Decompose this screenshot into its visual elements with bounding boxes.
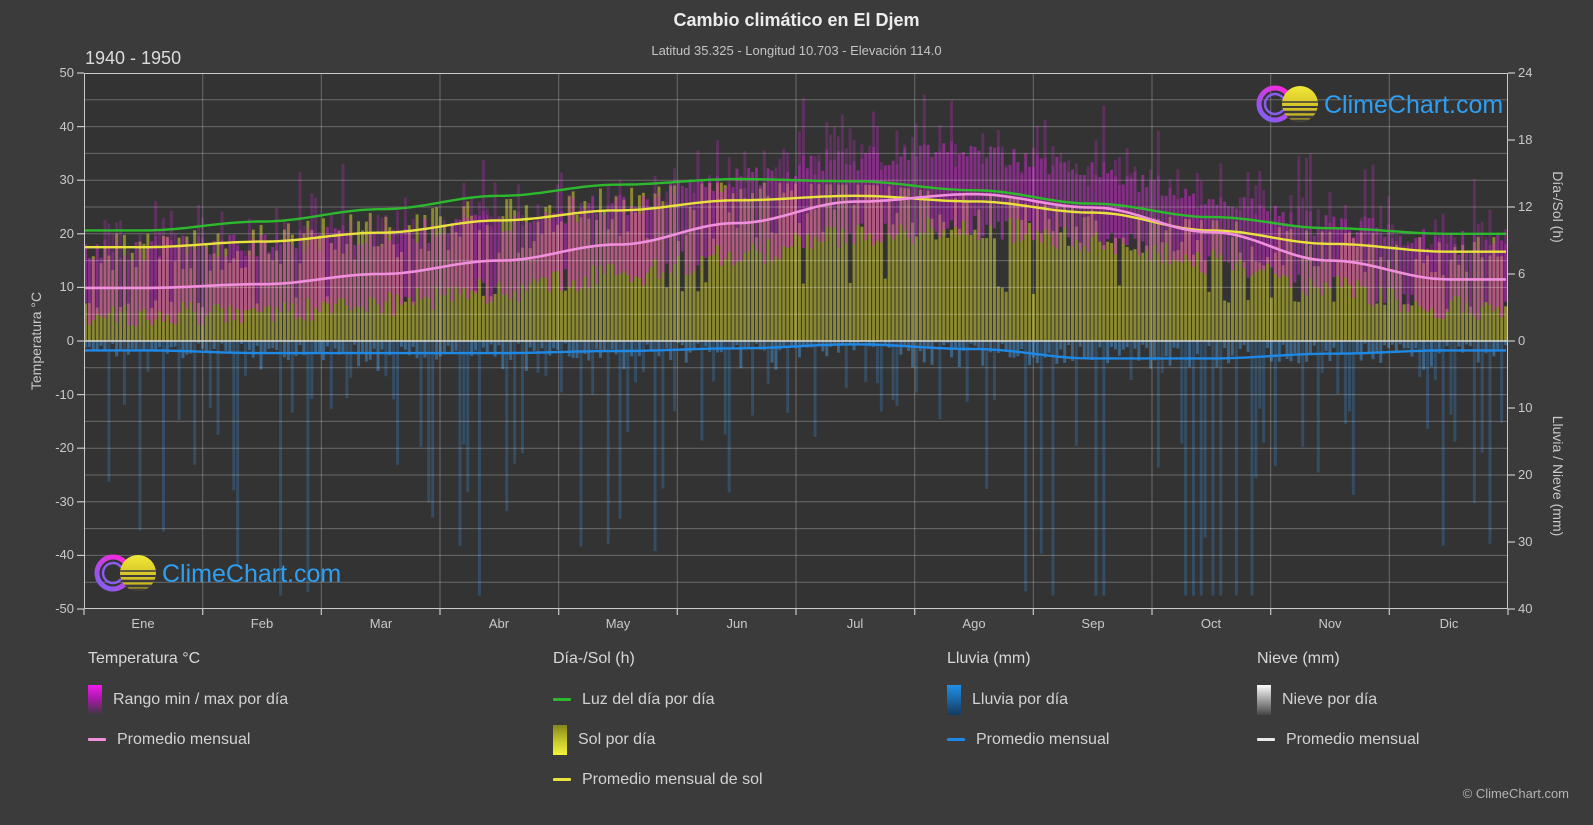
page-title: Cambio climático en El Djem — [673, 10, 920, 30]
legend-item-temp-avg: Promedio mensual — [88, 724, 288, 755]
legend-label: Nieve por día — [1282, 690, 1378, 708]
legend-item-temp-range: Rango min / max por día — [88, 684, 288, 715]
legend-label: Promedio mensual de sol — [582, 770, 763, 788]
temp-tick-label: 20 — [59, 226, 74, 241]
rain-bar-swatch-icon — [947, 684, 961, 715]
daysun-tick-label: 0 — [1518, 333, 1526, 348]
temp-tick-label: -10 — [55, 387, 74, 402]
legend-label: Rango min / max por día — [113, 690, 289, 708]
temp-tick-label: -40 — [55, 547, 74, 562]
precip-tick-label: 30 — [1518, 534, 1533, 549]
legend-label: Sol por día — [578, 730, 656, 748]
temp-tick-label: 50 — [59, 65, 74, 80]
rain-avg-line-icon — [947, 738, 965, 741]
legend-snow: Nieve (mm) Nieve por día Promedio mensua… — [1257, 650, 1419, 764]
legend-item-rain-avg: Promedio mensual — [947, 724, 1109, 755]
legend-daysun: Día-/Sol (h) Luz del día por día Sol por… — [553, 650, 763, 804]
legend-daysun-header: Día-/Sol (h) — [553, 650, 635, 667]
snow-bar-swatch-icon — [1257, 684, 1271, 715]
snow-avg-line-icon — [1257, 738, 1275, 741]
precip-tick-label: 10 — [1518, 400, 1533, 415]
daysun-tick-label: 12 — [1518, 199, 1533, 214]
month-label: May — [605, 616, 631, 631]
sun-bar-swatch-icon — [553, 724, 567, 755]
temp-avg-line-icon — [88, 738, 106, 741]
temp-tick-label: 0 — [66, 333, 74, 348]
legend-rain: Lluvia (mm) Lluvia por día Promedio mens… — [947, 650, 1109, 764]
legend-label: Luz del día por día — [582, 690, 715, 708]
temp-tick-label: -20 — [55, 440, 74, 455]
climechart-logo-top-right: ClimeChart.com — [1250, 80, 1510, 130]
logo-wordmark: ClimeChart.com — [1324, 91, 1503, 119]
legend-label: Promedio mensual — [1286, 730, 1420, 748]
month-label: Jul — [846, 616, 864, 631]
month-label: Jun — [726, 616, 748, 631]
right-axis-tick-labels: 24 18 12 6 0 10 20 30 40 — [1518, 65, 1578, 616]
daysun-tick-label: 6 — [1518, 266, 1526, 281]
temp-tick-label: 40 — [59, 119, 74, 134]
temp-tick-label: 10 — [59, 279, 74, 294]
legend-snow-header: Nieve (mm) — [1257, 650, 1340, 667]
month-label: Sep — [1081, 616, 1105, 631]
daysun-tick-label: 24 — [1518, 65, 1533, 80]
logo-wordmark: ClimeChart.com — [162, 560, 341, 588]
sun-avg-line-icon — [553, 778, 571, 781]
month-label: Mar — [369, 616, 393, 631]
temp-tick-label: 30 — [59, 172, 74, 187]
legend-item-rain: Lluvia por día — [947, 684, 1109, 715]
legend-item-sun: Sol por día — [553, 724, 763, 755]
chart-plot-area — [77, 72, 1515, 615]
legend-temperature: Temperatura °C Rango min / max por día P… — [88, 650, 288, 764]
climechart-logo-bottom-left: ClimeChart.com — [88, 549, 348, 599]
precip-tick-label: 40 — [1518, 601, 1533, 616]
month-label: Nov — [1318, 616, 1342, 631]
year-range-label: 1940 - 1950 — [85, 48, 182, 68]
month-label: Ago — [962, 616, 986, 631]
temp-tick-label: -30 — [55, 494, 74, 509]
legend-temperature-header: Temperatura °C — [88, 650, 201, 667]
legend-rain-header: Lluvia (mm) — [947, 650, 1031, 667]
daysun-tick-label: 18 — [1518, 132, 1533, 147]
precip-tick-label: 20 — [1518, 467, 1533, 482]
month-label: Feb — [250, 616, 274, 631]
daylight-line-icon — [553, 698, 571, 701]
temp-tick-label: -50 — [55, 601, 74, 616]
month-label: Dic — [1439, 616, 1459, 631]
legend-item-sun-avg: Promedio mensual de sol — [553, 764, 763, 795]
legend-label: Promedio mensual — [976, 730, 1110, 748]
month-axis-labels: Ene Feb Mar Abr May Jun Jul Ago Sep Oct Nov Dic — [84, 615, 1508, 635]
climate-chart-canvas — [77, 72, 1515, 615]
climechart-logo-icon: ClimeChart.com — [94, 554, 341, 592]
legend-item-snow: Nieve por día — [1257, 684, 1419, 715]
legend-label: Lluvia por día — [972, 690, 1069, 708]
climechart-logo-icon: ClimeChart.com — [1256, 85, 1503, 123]
copyright-notice: © ClimeChart.com — [1462, 786, 1569, 801]
legend-item-daylight: Luz del día por día — [553, 684, 763, 715]
month-label: Oct — [1200, 616, 1222, 631]
temp-axis-tick-labels: 50 40 30 20 10 0 -10 -20 -30 -40 -50 — [0, 65, 74, 616]
legend-item-snow-avg: Promedio mensual — [1257, 724, 1419, 755]
legend-label: Promedio mensual — [117, 730, 251, 748]
month-label: Ene — [131, 616, 155, 631]
page-subtitle: Latitud 35.325 - Longitud 10.703 - Eleva… — [651, 43, 942, 58]
logo-c-ring-inner — [101, 561, 125, 585]
logo-sun-icon — [1282, 86, 1318, 122]
temp-range-swatch-icon — [88, 684, 102, 715]
month-label: Abr — [488, 616, 510, 631]
